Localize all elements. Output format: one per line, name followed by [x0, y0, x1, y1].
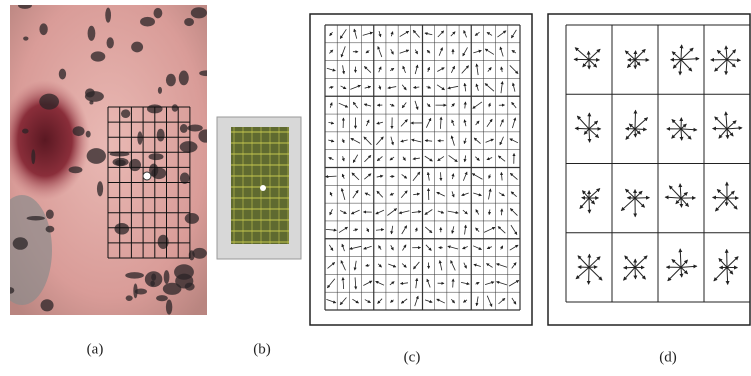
keypoint [260, 185, 266, 191]
spot [145, 271, 163, 287]
spot [46, 226, 55, 233]
spot [41, 299, 54, 311]
spot [191, 7, 207, 18]
spot [97, 181, 103, 196]
spot [18, 2, 32, 9]
spot [89, 100, 93, 104]
orientation-arrow [589, 129, 590, 142]
panel-label: (a) [87, 341, 104, 357]
spot [198, 129, 213, 142]
orientation-arrow [681, 267, 682, 277]
spot [180, 124, 188, 133]
spot [114, 223, 129, 235]
keypoint [143, 172, 151, 180]
spot [23, 36, 28, 40]
orientation-arrow [588, 51, 589, 59]
spot [73, 126, 85, 136]
orientation-arrow [635, 198, 649, 199]
spot [164, 270, 170, 284]
spot [151, 167, 166, 179]
orientation-arrow [635, 267, 636, 278]
spot [121, 109, 130, 118]
spot [59, 69, 66, 80]
photo-panel [0, 2, 213, 315]
spot [129, 159, 141, 171]
spot [174, 264, 194, 279]
spot [39, 23, 47, 35]
spot [158, 87, 162, 94]
figure: (a) (b) (c) (d) [0, 0, 751, 376]
spot [125, 272, 144, 278]
orientation-arrow [681, 198, 682, 207]
orientation-arrow [589, 267, 597, 268]
spot [91, 51, 106, 61]
orientation-arrow [635, 129, 646, 130]
spot [22, 129, 28, 134]
orientation-arrow [727, 129, 728, 139]
spot [27, 216, 45, 220]
spot [172, 104, 178, 112]
spot [180, 141, 198, 153]
panel-label: (b) [253, 341, 271, 357]
spot [133, 283, 137, 298]
spot [166, 74, 176, 86]
orientation-arrow [635, 110, 636, 129]
gradient-arrow [441, 172, 442, 180]
spot [154, 8, 163, 19]
spot [157, 129, 165, 142]
spot [192, 248, 207, 259]
spot [113, 158, 129, 166]
orientation-arrow [635, 129, 636, 137]
orientation-arrow [727, 267, 728, 284]
orientation-arrow [635, 51, 636, 60]
orientation-arrow [681, 45, 682, 60]
panel-label: (d) [659, 349, 677, 365]
spot [86, 131, 91, 138]
spot [31, 149, 35, 164]
spot [185, 213, 199, 224]
spot [105, 8, 111, 23]
spot [179, 71, 189, 86]
spot [85, 88, 95, 97]
spot [87, 148, 106, 164]
spot [13, 237, 28, 250]
spot [149, 153, 164, 160]
spot [126, 295, 133, 301]
orientation-arrow [727, 60, 740, 61]
spot [107, 37, 114, 48]
spot [140, 17, 155, 27]
spot [199, 70, 213, 76]
gradient-arrow [326, 176, 337, 177]
panel-label: (c) [404, 349, 421, 365]
histogram-panel-border [548, 14, 750, 325]
spot [184, 18, 194, 26]
spot [69, 166, 83, 173]
spot [131, 42, 143, 53]
spot [6, 287, 15, 294]
orientation-arrow [575, 128, 589, 129]
spot [46, 209, 54, 218]
spot [163, 283, 182, 295]
thumbnail-panel [217, 117, 301, 259]
spot [158, 235, 169, 249]
spot [39, 94, 59, 110]
spot [166, 299, 172, 314]
gradient-arrow [453, 279, 454, 287]
spot [156, 295, 168, 301]
thumbnail-image [231, 127, 289, 244]
spot [137, 131, 142, 144]
spot [88, 26, 96, 41]
